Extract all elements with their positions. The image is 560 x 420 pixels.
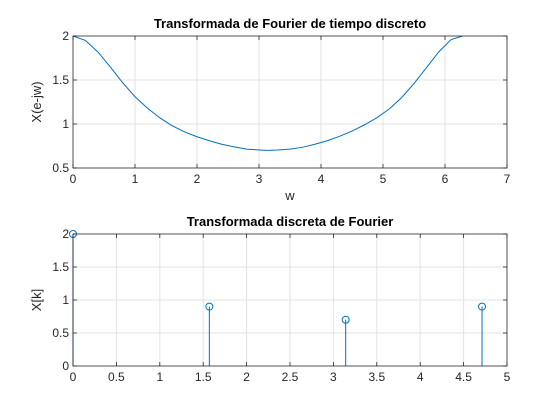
x-tick-label: 2 bbox=[194, 172, 201, 186]
x-tick-label: 4 bbox=[318, 172, 325, 186]
x-tick-label: 0 bbox=[70, 172, 77, 186]
stem-marker bbox=[478, 302, 487, 311]
x-tick-label: 4.5 bbox=[455, 370, 472, 384]
x-axis-label: w bbox=[284, 188, 295, 203]
y-axis-label: X(e-jw) bbox=[29, 81, 44, 122]
x-tick-label: 6 bbox=[442, 172, 449, 186]
dft-axes: 0 0.5 1 1.5 2 2.5 3 3.5 4 4.5 5 0 0.5 1 1.5 2 Transforma… bbox=[29, 214, 511, 384]
chart-title: Transformada discreta de Fourier bbox=[187, 214, 394, 229]
series-line bbox=[72, 35, 463, 151]
chart-title: Transformada de Fourier de tiempo discre… bbox=[154, 16, 426, 31]
y-tick-label: 1 bbox=[62, 117, 69, 131]
y-tick-label: 1.5 bbox=[52, 73, 69, 87]
x-tick-label: 0 bbox=[70, 370, 77, 384]
x-tick-label: 1 bbox=[156, 370, 163, 384]
x-tick-label: 1 bbox=[132, 172, 139, 186]
x-tick-label: 3 bbox=[256, 172, 263, 186]
x-tick-label: 7 bbox=[504, 172, 511, 186]
dtft-axes: 0 1 2 3 4 5 6 7 0.5 1 1.5 2 Transformada de Fourier … bbox=[29, 16, 511, 203]
y-tick-label: 1 bbox=[62, 293, 69, 307]
y-tick-label: 0.5 bbox=[52, 326, 69, 340]
y-tick-label: 0.5 bbox=[52, 161, 69, 175]
stem-marker bbox=[205, 302, 214, 311]
x-tick-label: 2 bbox=[243, 370, 250, 384]
y-axis-label: X[k] bbox=[29, 289, 44, 311]
y-tick-label: 2 bbox=[62, 227, 69, 241]
plot-area bbox=[73, 36, 507, 168]
x-tick-label: 3 bbox=[330, 370, 337, 384]
stem-marker bbox=[341, 315, 350, 324]
x-tick-label: 5 bbox=[504, 370, 511, 384]
x-tick-label: 1.5 bbox=[195, 370, 212, 384]
x-tick-label: 4 bbox=[417, 370, 424, 384]
x-tick-label: 2.5 bbox=[282, 370, 299, 384]
y-tick-label: 2 bbox=[62, 29, 69, 43]
y-tick-label: 0 bbox=[62, 359, 69, 373]
x-tick-label: 5 bbox=[380, 172, 387, 186]
x-tick-label: 0.5 bbox=[108, 370, 125, 384]
x-tick-label: 3.5 bbox=[368, 370, 385, 384]
axes-box bbox=[72, 35, 508, 169]
y-tick-label: 1.5 bbox=[52, 260, 69, 274]
